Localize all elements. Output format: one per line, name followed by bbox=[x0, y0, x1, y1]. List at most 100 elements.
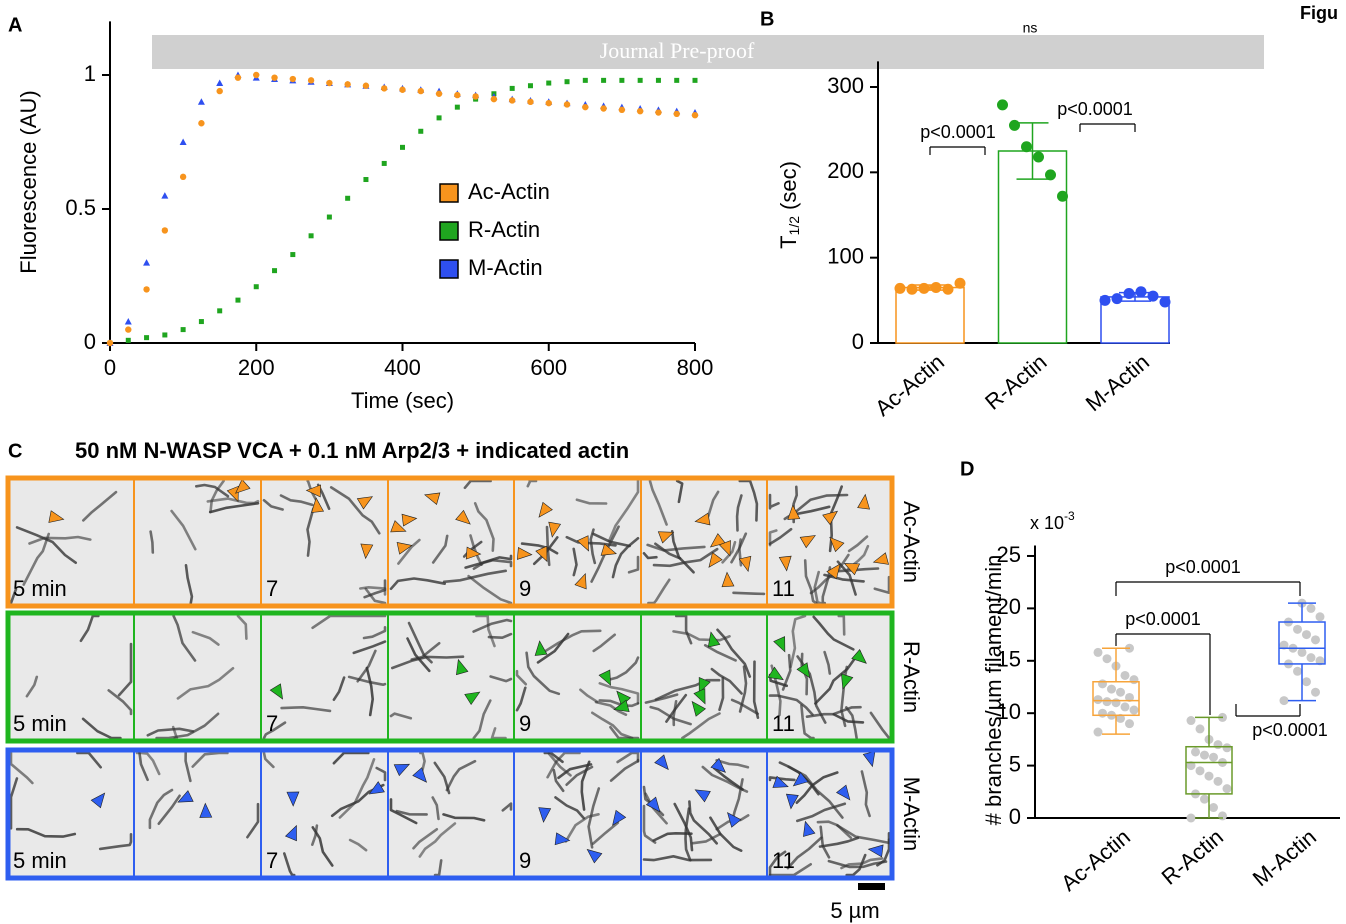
data-point bbox=[363, 177, 369, 183]
filament bbox=[375, 766, 387, 782]
data-point bbox=[1123, 288, 1135, 300]
filament bbox=[873, 575, 891, 594]
time-label: 11 bbox=[772, 711, 795, 736]
arrowhead bbox=[390, 520, 407, 533]
filament bbox=[332, 751, 370, 765]
scale-bar-label: 5 µm bbox=[830, 898, 879, 923]
data-point bbox=[1204, 771, 1214, 781]
filament bbox=[149, 530, 155, 554]
y-tick-label: 10 bbox=[997, 699, 1021, 724]
filament bbox=[827, 859, 888, 869]
data-point bbox=[1102, 697, 1112, 707]
data-point bbox=[1222, 784, 1232, 794]
filament bbox=[795, 771, 839, 804]
data-point bbox=[1200, 794, 1209, 804]
arrowhead bbox=[456, 658, 469, 676]
filament bbox=[433, 859, 443, 877]
filament bbox=[607, 479, 640, 543]
filament bbox=[22, 532, 50, 586]
filament bbox=[836, 824, 891, 845]
filament bbox=[594, 700, 628, 716]
data-point bbox=[1120, 670, 1130, 680]
filament bbox=[311, 824, 319, 846]
arrowhead bbox=[691, 700, 706, 717]
data-point bbox=[894, 282, 906, 294]
filament bbox=[598, 682, 640, 705]
arrowhead bbox=[727, 812, 742, 828]
filament bbox=[768, 694, 814, 716]
filament bbox=[818, 836, 860, 848]
filament bbox=[445, 759, 477, 792]
data-point bbox=[674, 77, 680, 83]
filament bbox=[236, 614, 248, 640]
arrowhead bbox=[803, 820, 816, 837]
data-point bbox=[1116, 687, 1125, 697]
filament bbox=[262, 751, 275, 769]
arrowhead bbox=[785, 793, 799, 810]
filament bbox=[418, 822, 457, 858]
arrowhead bbox=[311, 497, 325, 513]
data-point bbox=[619, 77, 625, 83]
arrowhead bbox=[654, 754, 669, 771]
legend-label: R-Actin bbox=[468, 217, 540, 242]
data-point bbox=[198, 319, 204, 325]
data-point bbox=[563, 101, 571, 108]
arrowhead bbox=[738, 555, 752, 573]
filament bbox=[715, 759, 750, 769]
data-point bbox=[216, 79, 224, 87]
data-point bbox=[179, 138, 187, 145]
y-tick-label: 5 bbox=[1009, 751, 1021, 776]
filament bbox=[364, 587, 387, 605]
filament bbox=[800, 704, 815, 740]
data-point bbox=[125, 326, 132, 333]
filament bbox=[442, 569, 507, 584]
y-axis-label: T1/2 (sec) bbox=[776, 161, 802, 249]
filament bbox=[117, 642, 133, 697]
filament bbox=[646, 543, 706, 552]
data-point bbox=[1093, 727, 1103, 737]
filament bbox=[789, 614, 807, 669]
filament bbox=[431, 796, 440, 821]
data-point bbox=[1293, 624, 1302, 634]
image-row-background bbox=[8, 478, 892, 606]
filament bbox=[157, 794, 181, 825]
data-point bbox=[179, 173, 187, 181]
bar bbox=[1100, 296, 1170, 344]
data-point bbox=[124, 318, 132, 325]
data-point bbox=[1302, 630, 1311, 640]
annotation: ns bbox=[1023, 20, 1038, 36]
data-point bbox=[362, 82, 370, 89]
data-point bbox=[106, 339, 114, 347]
y-tick-label: 300 bbox=[827, 73, 864, 98]
filament bbox=[9, 777, 19, 830]
data-point bbox=[399, 86, 406, 93]
filament bbox=[557, 763, 593, 780]
time-label: 7 bbox=[266, 848, 278, 873]
arrowhead bbox=[177, 790, 194, 803]
data-point bbox=[930, 282, 942, 294]
data-point bbox=[508, 97, 516, 104]
filament bbox=[552, 768, 565, 793]
filament bbox=[262, 499, 284, 511]
filament bbox=[520, 542, 559, 555]
arrowhead bbox=[718, 540, 731, 557]
filament bbox=[675, 479, 684, 504]
filament bbox=[616, 751, 640, 764]
data-point bbox=[1297, 647, 1307, 657]
arrowhead bbox=[576, 535, 589, 552]
filament bbox=[819, 825, 831, 859]
arrowhead bbox=[554, 832, 571, 846]
filament bbox=[246, 802, 260, 839]
box bbox=[1185, 745, 1233, 795]
x-tick-label: M-Actin bbox=[1081, 349, 1154, 416]
filament bbox=[489, 675, 513, 683]
arrowhead bbox=[538, 807, 552, 823]
panel-label: C bbox=[8, 440, 22, 462]
filament bbox=[587, 787, 601, 849]
filament bbox=[410, 641, 441, 661]
watermark-band bbox=[152, 35, 1264, 69]
filament bbox=[98, 833, 133, 851]
filament bbox=[813, 570, 822, 605]
y-tick-label: 0.5 bbox=[65, 195, 96, 220]
filament bbox=[832, 567, 880, 573]
